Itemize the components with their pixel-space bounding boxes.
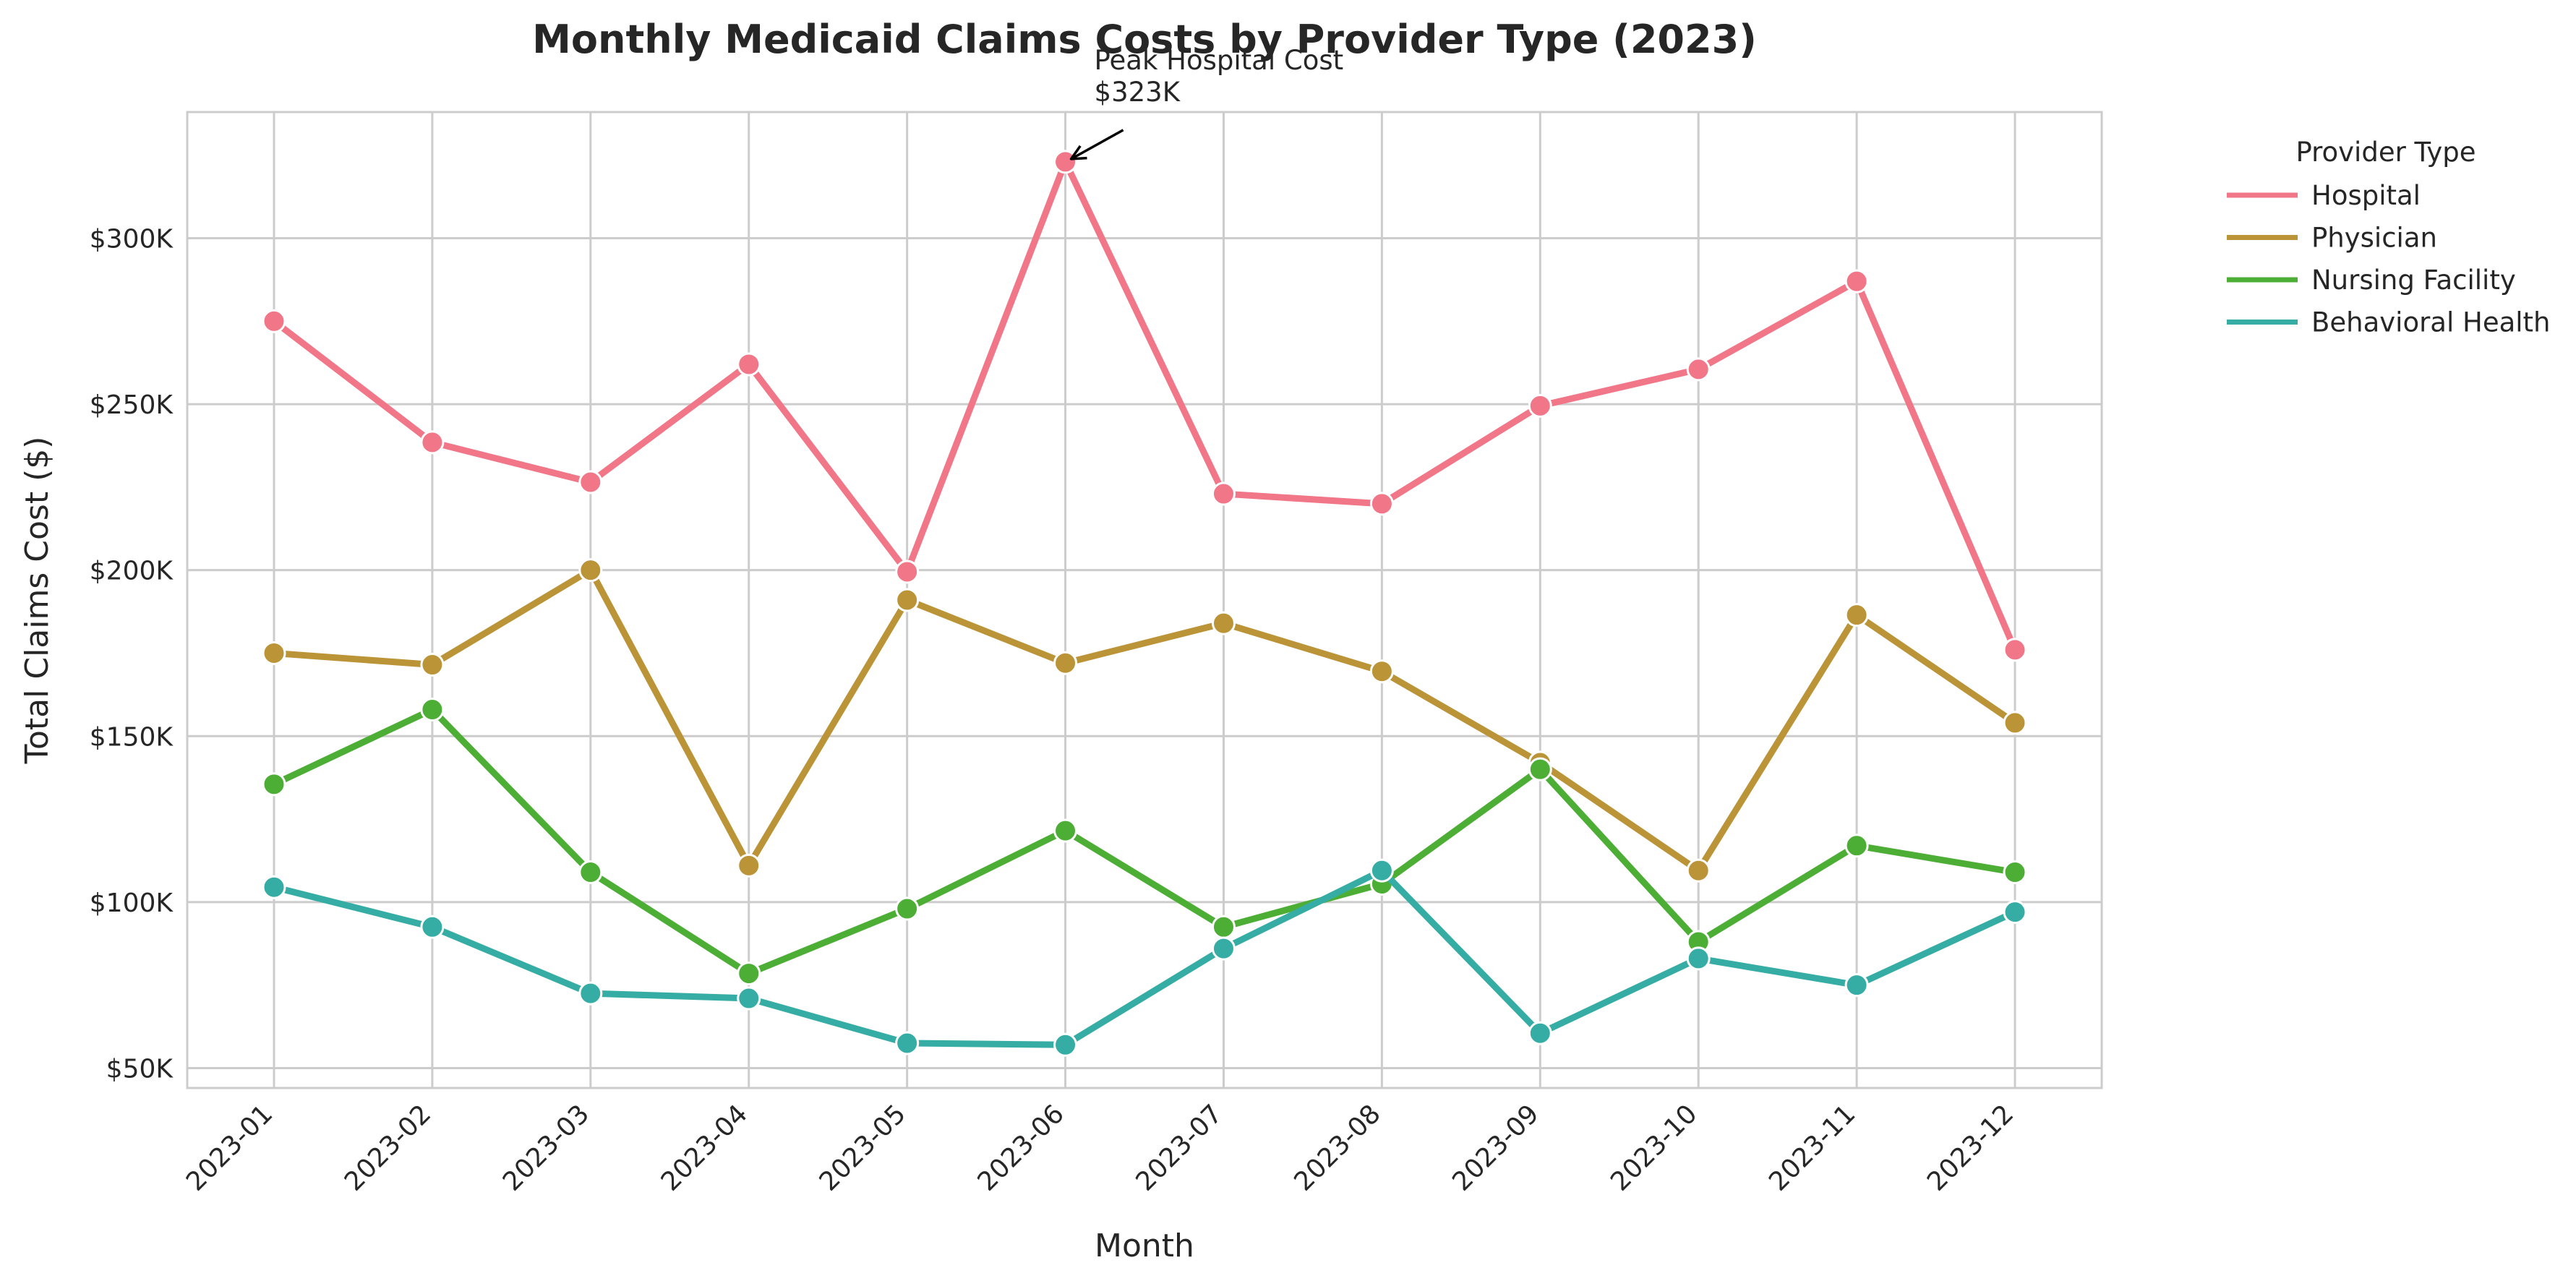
series-behavioral-health [262, 858, 2027, 1057]
x-tick-label: 2023-02 [339, 1099, 437, 1196]
data-point [1686, 357, 1711, 382]
data-point [1053, 818, 1078, 843]
data-point [578, 860, 603, 885]
x-tick-label: 2023-08 [1288, 1099, 1386, 1196]
data-point [1844, 973, 1869, 998]
y-tick-label: $300K [90, 224, 174, 254]
data-point [420, 698, 445, 722]
series-layer [262, 150, 2027, 1057]
data-point [1211, 936, 1236, 961]
plot-area [186, 111, 2103, 1089]
legend-label: Hospital [2311, 180, 2421, 211]
annotation-arrowhead [1069, 145, 1087, 160]
data-point [1369, 659, 1394, 684]
x-tick-label: 2023-04 [656, 1099, 753, 1196]
x-tick-label: 2023-12 [1922, 1099, 2019, 1196]
legend-item: Nursing Facility [2227, 265, 2516, 296]
annotation-arrow [1070, 129, 1124, 160]
data-point [895, 1031, 920, 1055]
data-point [895, 588, 920, 612]
series-physician [262, 558, 2027, 883]
legend-title: Provider Type [2295, 137, 2476, 168]
y-axis-ticks: $50K $100K $150K $200K $250K $300K [90, 224, 174, 1084]
x-tick-label: 2023-03 [497, 1099, 595, 1196]
chart-title: Monthly Medicaid Claims Costs by Provide… [532, 17, 1757, 62]
data-point [2003, 900, 2027, 925]
data-point [737, 986, 761, 1011]
data-point [262, 640, 286, 665]
data-point [1528, 1021, 1552, 1045]
data-point [1053, 150, 1078, 174]
series-line [270, 706, 2019, 977]
data-point [262, 309, 286, 333]
y-tick-label: $50K [106, 1054, 174, 1084]
data-point [578, 981, 603, 1006]
data-point [1686, 858, 1711, 883]
series-line [270, 158, 2019, 654]
data-point [737, 352, 761, 377]
data-point [2003, 860, 2027, 885]
data-point [895, 896, 920, 921]
data-point [2003, 711, 2027, 735]
data-point [1844, 269, 1869, 294]
x-axis-ticks: 2023-01 2023-02 2023-03 2023-04 2023-05 2023-… [181, 1099, 2019, 1196]
series-hospital [262, 150, 2027, 662]
legend-item: Hospital [2227, 180, 2421, 211]
legend-item: Behavioral Health [2227, 307, 2551, 338]
x-tick-label: 2023-05 [814, 1099, 912, 1196]
data-point [737, 961, 761, 986]
y-tick-label: $200K [90, 557, 174, 586]
legend: Provider Type Hospital Physician Nursing Fa… [2227, 137, 2551, 338]
annotation-text: $323K [1095, 77, 1181, 108]
data-point [1053, 651, 1078, 675]
data-point [1369, 492, 1394, 516]
x-tick-label: 2023-01 [181, 1099, 278, 1196]
y-tick-label: $150K [90, 722, 174, 752]
data-point [1528, 393, 1552, 418]
data-point [1844, 603, 1869, 627]
x-tick-label: 2023-10 [1605, 1099, 1703, 1196]
data-point [1211, 611, 1236, 635]
data-point [1369, 858, 1394, 883]
data-point [578, 558, 603, 583]
x-tick-label: 2023-07 [1130, 1099, 1228, 1196]
y-tick-label: $250K [90, 390, 174, 420]
data-point [262, 772, 286, 797]
data-point [2003, 638, 2027, 662]
x-tick-label: 2023-11 [1763, 1099, 1861, 1196]
series-line [270, 867, 2019, 1048]
data-point [1686, 946, 1711, 971]
annotation: Peak Hospital Cost$323K [1069, 45, 1344, 160]
legend-label: Nursing Facility [2311, 265, 2516, 296]
data-point [420, 653, 445, 677]
data-point [420, 914, 445, 939]
legend-label: Physician [2311, 223, 2437, 254]
y-axis-label: Total Claims Cost ($) [19, 437, 56, 765]
series-nursing-facility [262, 698, 2027, 986]
series-line [270, 567, 2019, 874]
grid [187, 112, 2102, 1088]
annotation-text: Peak Hospital Cost [1095, 45, 1344, 76]
data-point [1211, 914, 1236, 939]
data-point [262, 875, 286, 899]
data-point [420, 430, 445, 455]
data-point [1844, 834, 1869, 858]
legend-label: Behavioral Health [2311, 307, 2551, 338]
x-tick-label: 2023-06 [972, 1099, 1070, 1196]
data-point [737, 853, 761, 878]
data-point [1211, 481, 1236, 506]
data-point [578, 470, 603, 494]
y-tick-label: $100K [90, 888, 174, 918]
data-point [1053, 1032, 1078, 1057]
x-tick-label: 2023-09 [1447, 1099, 1544, 1196]
data-point [895, 560, 920, 584]
data-point [1528, 757, 1552, 781]
legend-item: Physician [2227, 223, 2437, 254]
x-axis-label: Month [1095, 1228, 1194, 1264]
